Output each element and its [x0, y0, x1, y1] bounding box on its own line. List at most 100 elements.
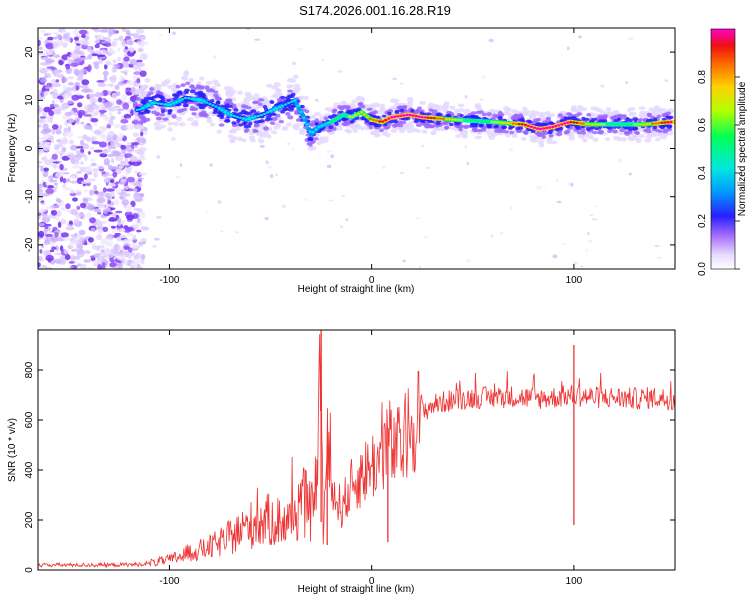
noise-blob [54, 216, 60, 221]
noise-blob [91, 141, 101, 145]
ridge-core [651, 122, 655, 125]
noise-blob [141, 137, 146, 144]
ridge-band [259, 119, 265, 123]
spectrogram-content [38, 28, 675, 269]
noise-blob [57, 221, 62, 228]
noise-blob [137, 61, 142, 68]
noise-blob [156, 155, 161, 159]
ridge-band [534, 123, 540, 127]
ridge-core [475, 119, 479, 123]
noise-blob [52, 124, 59, 130]
ridge-core [329, 120, 333, 124]
noise-blob [132, 258, 142, 263]
ridge-band [287, 115, 294, 120]
ridge-band [236, 136, 243, 142]
ridge-band [159, 113, 166, 117]
noise-blob [44, 86, 52, 90]
noise-blob [321, 59, 324, 62]
noise-blob [74, 116, 81, 123]
noise-blob [60, 232, 69, 238]
noise-blob [580, 265, 583, 268]
ridge-core [642, 123, 646, 126]
ridge-band [480, 127, 487, 132]
noise-blob [50, 178, 54, 183]
ridge-band [509, 130, 515, 135]
noise-blob [125, 124, 135, 130]
ridge-band [645, 134, 653, 140]
ridge-band [374, 132, 381, 137]
y-tick-label: 10 [24, 94, 35, 106]
ridge-core [238, 116, 242, 120]
noise-blob [114, 84, 120, 91]
noise-blob [124, 185, 129, 190]
noise-blob [425, 166, 431, 169]
noise-blob [97, 82, 107, 87]
ridge-core [517, 122, 521, 126]
noise-blob [77, 212, 83, 219]
noise-blob [121, 93, 128, 101]
noise-blob [38, 212, 42, 216]
ridge-core [220, 108, 224, 112]
noise-blob [114, 232, 121, 236]
ridge-core [447, 118, 452, 121]
noise-blob [58, 60, 64, 66]
noise-blob [108, 49, 116, 55]
ridge-core [478, 120, 482, 123]
noise-blob [109, 262, 117, 268]
noise-blob [75, 191, 82, 196]
noise-blob [106, 83, 115, 87]
ridge-band [290, 107, 295, 111]
noise-blob [89, 189, 95, 196]
ridge-core [581, 122, 585, 125]
noise-blob [75, 85, 80, 91]
noise-blob [96, 234, 103, 241]
noise-blob [65, 63, 71, 70]
ridge-band [269, 100, 275, 104]
noise-blob [53, 252, 63, 256]
noise-blob [83, 189, 88, 193]
noise-blob [111, 158, 115, 164]
ridge-band [303, 95, 309, 101]
ridge-band [504, 107, 512, 112]
noise-blob [126, 214, 135, 221]
ridge-band [413, 119, 420, 124]
noise-blob [267, 166, 273, 169]
ridge-band [593, 113, 600, 118]
noise-blob [120, 178, 127, 183]
noise-blob [38, 191, 44, 196]
ridge-band [481, 112, 487, 117]
ridge-band [227, 105, 233, 108]
ridge-band [629, 111, 637, 116]
noise-blob [102, 226, 109, 232]
noise-blob [135, 252, 142, 260]
ridge-core [423, 116, 427, 119]
noise-blob [119, 249, 124, 253]
ridge-core [187, 97, 191, 100]
noise-blob [585, 249, 589, 252]
ridge-core [269, 109, 273, 113]
ridge-band [400, 120, 407, 125]
ridge-band [406, 102, 414, 107]
ridge-core [347, 115, 351, 118]
ridge-band [387, 111, 392, 115]
ridge-band [479, 124, 484, 127]
x-tick-label: 0 [369, 275, 375, 286]
noise-blob [108, 28, 116, 35]
noise-blob [246, 28, 251, 31]
noise-blob [97, 211, 102, 215]
noise-blob [49, 104, 55, 108]
noise-blob [315, 99, 319, 102]
noise-blob [87, 242, 96, 245]
noise-blob [38, 46, 43, 50]
ridge-core [617, 123, 622, 126]
ridge-core [463, 119, 467, 122]
ridge-band [350, 120, 354, 124]
noise-blob [112, 151, 122, 157]
x-tick-label: -100 [159, 275, 179, 286]
noise-blob [138, 44, 145, 48]
ridge-core [584, 122, 588, 126]
noise-blob [82, 68, 88, 74]
ridge-band [133, 90, 140, 95]
ridge-band [565, 130, 570, 134]
